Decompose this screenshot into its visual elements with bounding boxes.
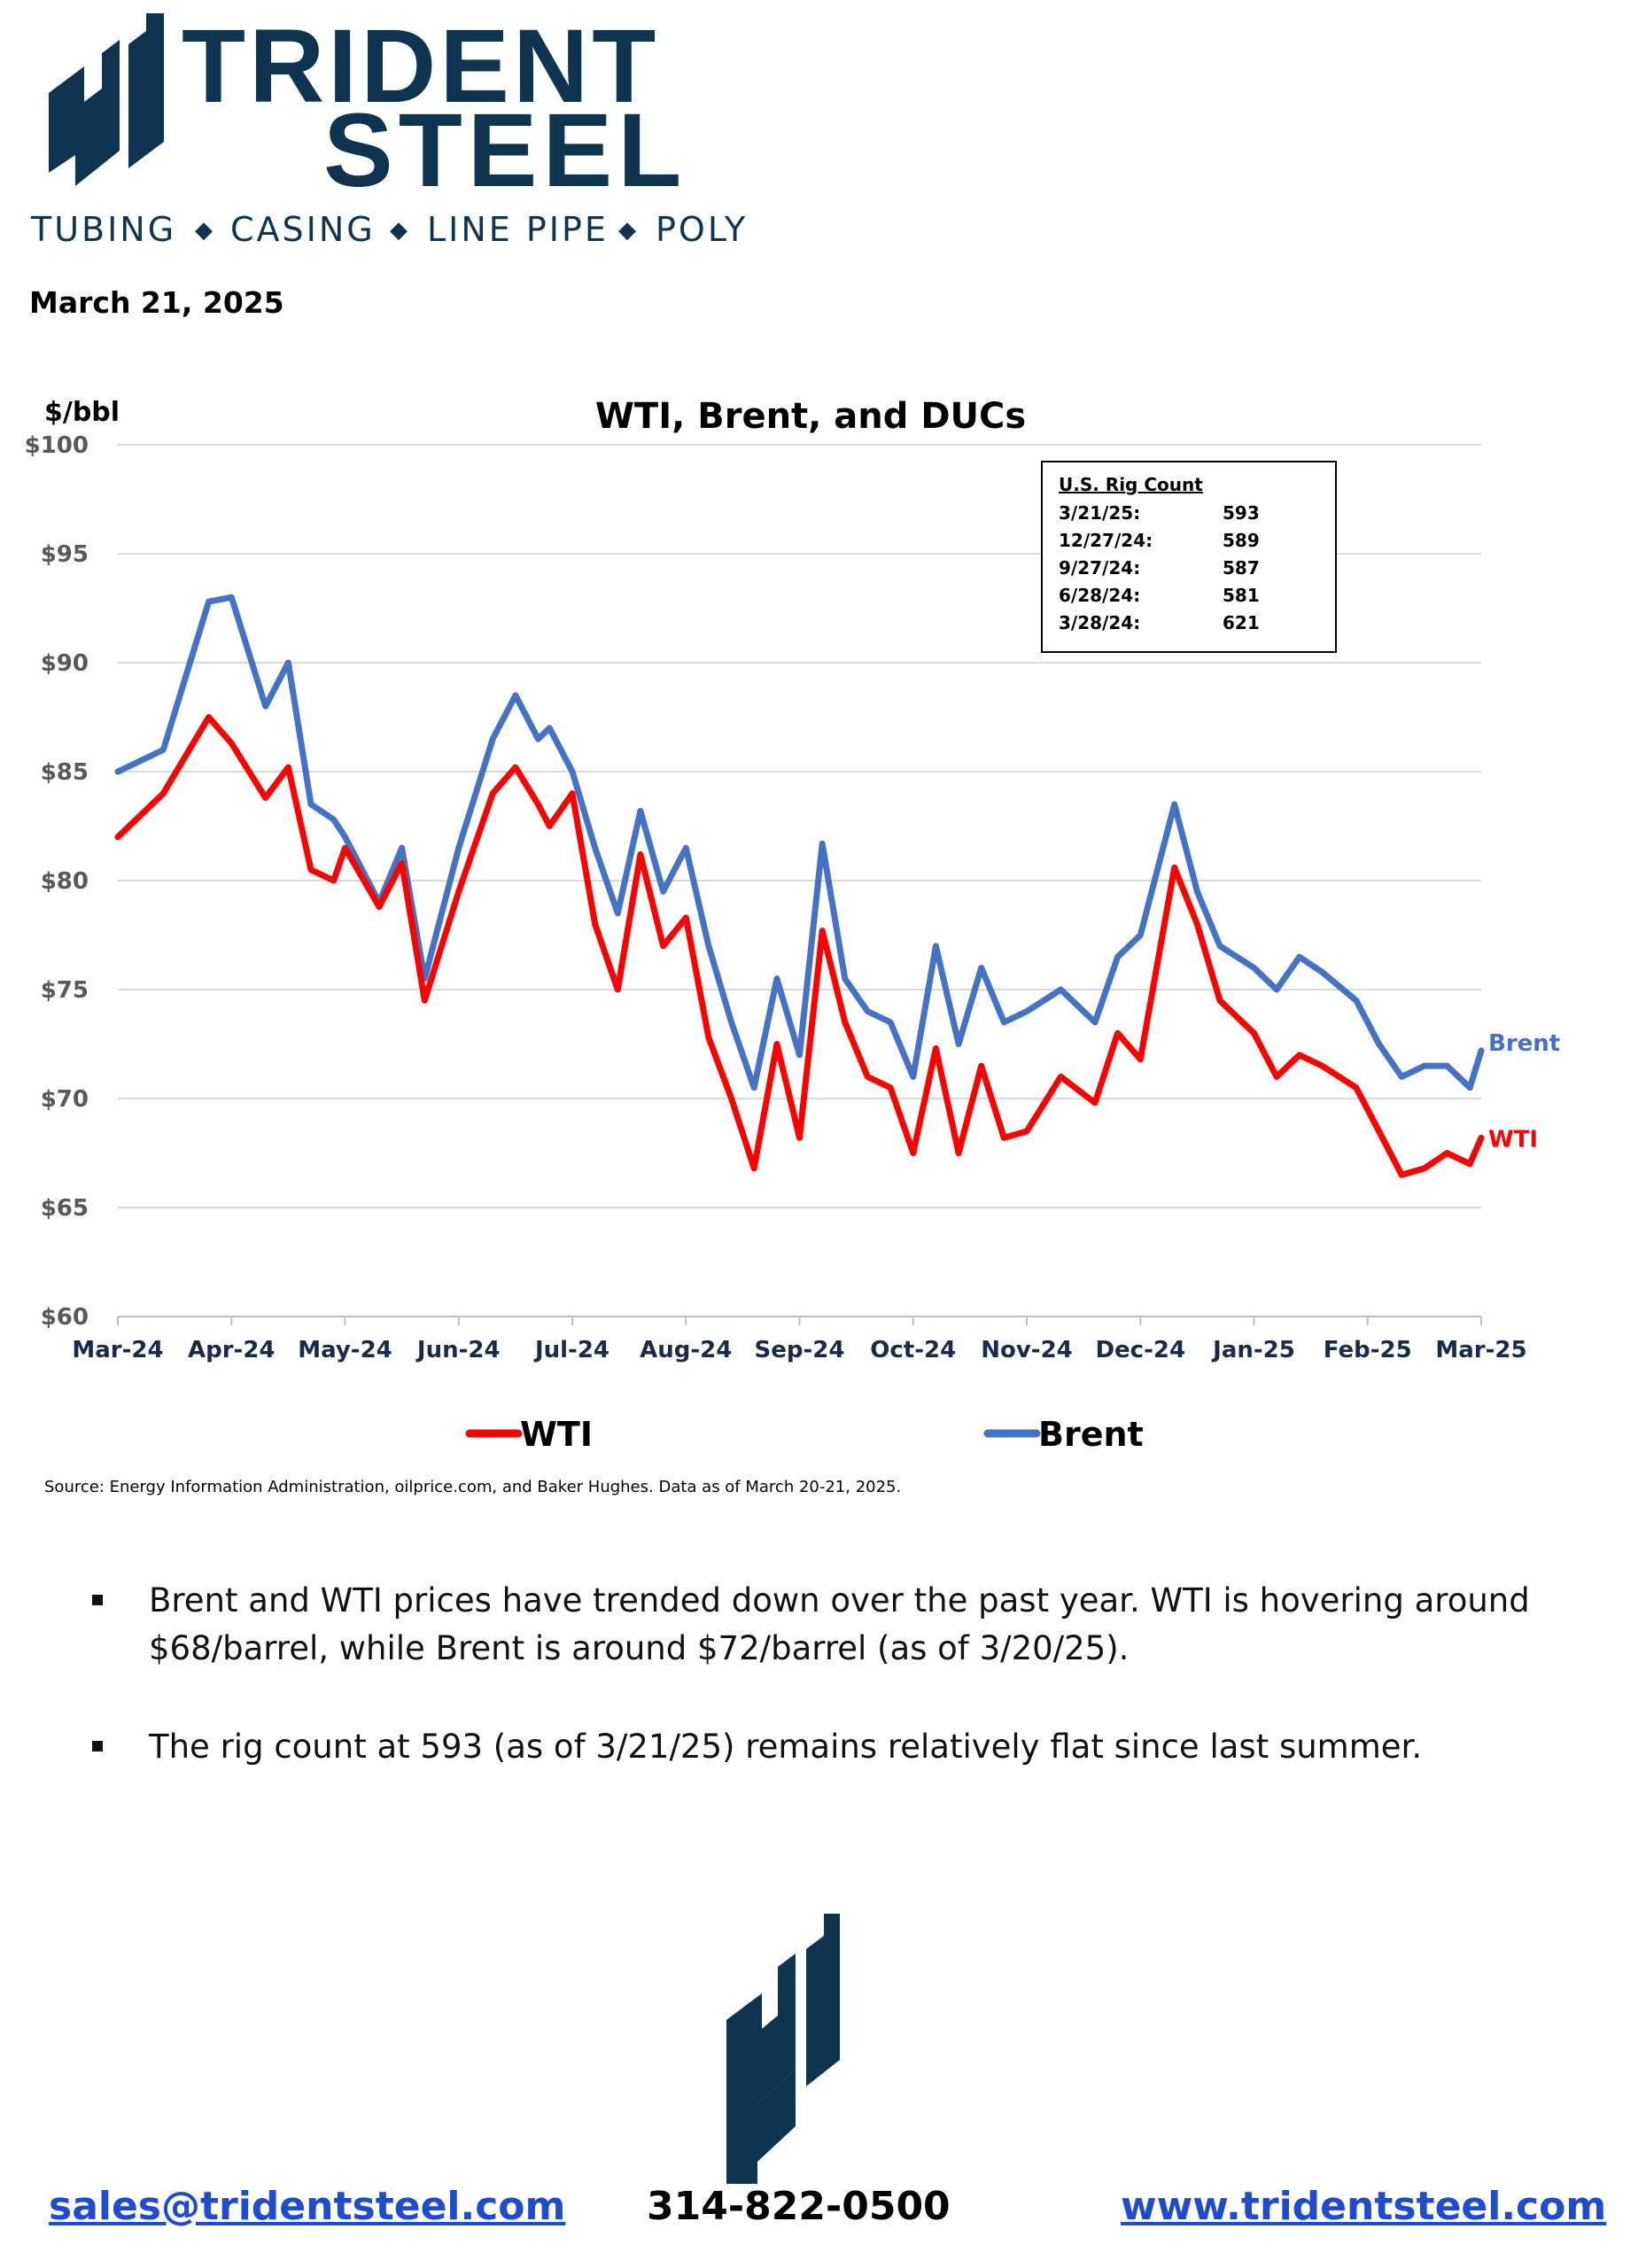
logo-name2: STEEL: [323, 92, 687, 209]
trident-mark-icon: [726, 1914, 840, 2184]
y-tick-label: $75: [41, 977, 89, 1004]
x-tick-label: Jan-25: [1211, 1337, 1295, 1363]
rig-row-date: 12/27/24:: [1059, 530, 1153, 551]
rig-row-date: 3/28/24:: [1059, 612, 1140, 633]
legend-wti-label: WTI: [520, 1415, 593, 1454]
series-end-label: Brent: [1488, 1030, 1560, 1057]
chart-series: Brent WTI: [114, 594, 1560, 1178]
bullet-line: Brent and WTI prices have trended down o…: [149, 1581, 1530, 1619]
bullet-marker: [92, 1741, 103, 1751]
y-tick-label: $95: [41, 541, 89, 568]
x-tick-label: Nov-24: [981, 1337, 1073, 1363]
x-tick-label: Sep-24: [755, 1337, 845, 1363]
tagline-poly: POLY: [656, 210, 748, 249]
y-tick-label: $90: [41, 650, 89, 677]
series-line-wti: [114, 714, 1485, 1178]
y-tick-label: $100: [25, 432, 89, 459]
rig-count-box: U.S. Rig Count 3/21/25: 593 12/27/24: 58…: [1041, 461, 1337, 653]
website-link[interactable]: www.tridentsteel.com: [1121, 2184, 1607, 2229]
logo-name: TRIDENT: [182, 9, 659, 125]
svg-text:◆: ◆: [390, 217, 410, 244]
rig-row-value: 589: [1223, 530, 1260, 551]
tagline-casing: CASING: [230, 210, 376, 249]
y-axis-label: $/bbl: [44, 397, 120, 428]
x-tick-label: Jul-24: [533, 1337, 609, 1363]
svg-text:◆: ◆: [195, 217, 215, 244]
tagline-tubing: TUBING: [30, 210, 176, 249]
rig-row-date: 3/21/25:: [1059, 502, 1140, 524]
chart-legend: WTI Brent: [465, 1415, 1144, 1454]
bullet-line: The rig count at 593 (as of 3/21/25) rem…: [149, 1728, 1423, 1766]
y-tick-label: $60: [41, 1304, 89, 1331]
x-tick-label: Dec-24: [1095, 1337, 1185, 1363]
tagline-line-pipe: LINE PIPE: [427, 210, 609, 249]
trident-mark-icon: [49, 13, 164, 186]
report-date: March 21, 2025: [29, 285, 284, 320]
x-tick-label: Mar-24: [72, 1337, 163, 1363]
series-end-label: WTI: [1488, 1126, 1538, 1153]
y-tick-labels: $60 $65 $70 $75 $80 $85 $90 $95 $100: [25, 432, 89, 1331]
series-line-brent: [114, 594, 1485, 1091]
bullet-line: $68/barrel, while Brent is around $72/ba…: [149, 1629, 1130, 1667]
rig-row-value: 587: [1223, 557, 1260, 579]
x-tick-label: Oct-24: [870, 1337, 956, 1363]
svg-text:◆: ◆: [618, 217, 639, 244]
rig-row-value: 581: [1223, 585, 1260, 606]
x-tick-label: Mar-25: [1435, 1337, 1526, 1363]
x-tick-labels: Mar-24 Apr-24 May-24 Jun-24 Jul-24 Aug-24 Sep-…: [72, 1317, 1527, 1363]
rig-count-title: U.S. Rig Count: [1059, 474, 1203, 495]
rig-row-value: 621: [1223, 612, 1260, 633]
x-tick-label: May-24: [298, 1337, 392, 1363]
bullet-item: Brent and WTI prices have trended down o…: [92, 1577, 1530, 1673]
bullet-item: The rig count at 593 (as of 3/21/25) rem…: [92, 1723, 1423, 1771]
x-tick-label: Jun-24: [415, 1337, 501, 1363]
chart-title: WTI, Brent, and DUCs: [595, 396, 1026, 437]
legend-brent-label: Brent: [1038, 1415, 1144, 1454]
rig-row-date: 6/28/24:: [1059, 585, 1140, 606]
y-tick-label: $85: [41, 759, 89, 786]
x-tick-label: Feb-25: [1324, 1337, 1412, 1363]
rig-row-value: 593: [1223, 502, 1260, 524]
phone-number: 314-822-0500: [647, 2184, 951, 2229]
company-logo: TRIDENT STEEL TUBING ◆ CASING ◆ LINE PIP…: [30, 9, 748, 249]
y-tick-label: $70: [41, 1086, 89, 1113]
y-tick-label: $80: [41, 868, 89, 895]
email-link[interactable]: sales@tridentsteel.com: [49, 2184, 566, 2229]
x-tick-label: Apr-24: [188, 1337, 276, 1363]
price-chart: WTI, Brent, and DUCs $/bbl $60$65$70$75$…: [25, 396, 1561, 1454]
x-tick-label: Aug-24: [640, 1337, 732, 1363]
y-tick-label: $65: [41, 1195, 89, 1222]
rig-row-date: 9/27/24:: [1059, 557, 1140, 579]
bullet-marker: [92, 1595, 103, 1605]
source-note: Source: Energy Information Administratio…: [44, 1478, 902, 1496]
